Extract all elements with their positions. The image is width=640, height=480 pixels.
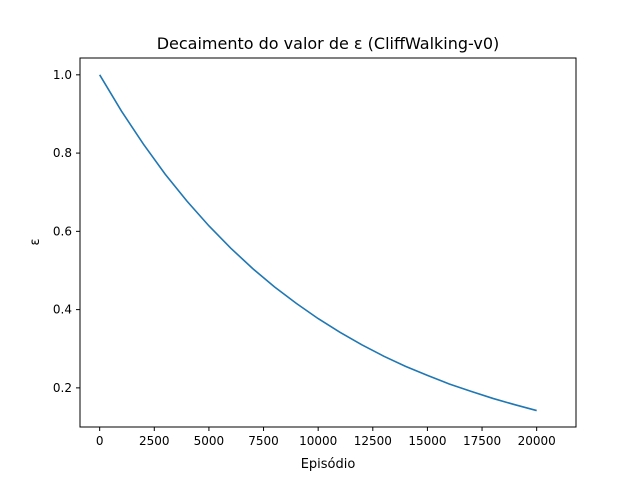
y-tick-label: 1.0 <box>53 68 72 82</box>
x-tick-label: 0 <box>96 434 104 448</box>
x-axis-label: Episódio <box>301 457 356 472</box>
x-tick-label: 15000 <box>408 434 446 448</box>
series-line <box>98 74 537 412</box>
x-tick-label: 10000 <box>299 434 337 448</box>
y-tick-label: 0.4 <box>53 303 72 317</box>
x-tick-label: 20000 <box>518 434 556 448</box>
x-tick-label: 2500 <box>139 434 170 448</box>
x-tick-label: 12500 <box>354 434 392 448</box>
y-tick-label: 0.6 <box>53 224 72 238</box>
series-group <box>98 74 537 412</box>
x-tick-label: 7500 <box>248 434 279 448</box>
chart-title: Decaimento do valor de ε (CliffWalking-v… <box>157 34 500 53</box>
plot-area <box>79 57 577 428</box>
y-tick-label: 0.8 <box>53 146 72 160</box>
x-tick-label: 5000 <box>194 434 225 448</box>
y-axis-label: ε <box>28 238 43 245</box>
y-tick-label: 0.2 <box>53 381 72 395</box>
x-tick-label: 17500 <box>463 434 501 448</box>
x-axis: 0 2500 5000 7500 10000 12500 15000 17500 20000 <box>96 427 556 448</box>
y-axis: 0.2 0.4 0.6 0.8 1.0 <box>53 68 80 395</box>
